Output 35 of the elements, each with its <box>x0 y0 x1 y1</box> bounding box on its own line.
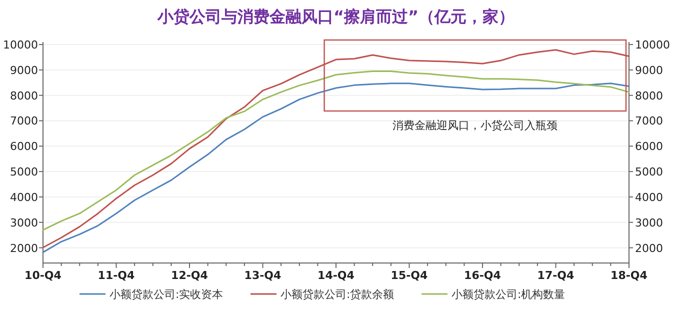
y-tick-label: 9000 <box>10 64 38 77</box>
y-tick-label: 5000 <box>10 166 38 179</box>
y-tick-label: 7000 <box>10 114 38 128</box>
x-tick-label: 16-Q4 <box>464 269 502 282</box>
y2-tick-label: 7000 <box>635 114 663 128</box>
line-series <box>42 82 630 254</box>
y-tick-label: 10000 <box>3 38 38 52</box>
y2-tick-label: 3000 <box>635 216 663 230</box>
x-tick-label: 12-Q4 <box>171 269 208 282</box>
line-series <box>42 70 630 231</box>
y2-tick-label: 10000 <box>635 38 670 52</box>
y-tick-label: 6000 <box>10 140 38 154</box>
y2-tick-label: 6000 <box>635 140 663 154</box>
y2-tick-label: 8000 <box>635 89 663 102</box>
y2-tick-label: 9000 <box>635 64 663 77</box>
legend-label: 小额贷款公司:贷款余额 <box>280 288 394 301</box>
annotation: 消费金融迎风口，小贷公司入瓶颈 <box>392 119 558 132</box>
y2-tick-label: 4000 <box>635 190 663 204</box>
y2-tick-label: 2000 <box>635 242 663 255</box>
x-tick-label: 17-Q4 <box>537 269 575 282</box>
x-tick-label: 18-Q4 <box>610 269 648 282</box>
y-tick-label: 3000 <box>10 216 38 230</box>
x-tick-label: 14-Q4 <box>318 269 355 282</box>
y-tick-label: 8000 <box>10 89 38 102</box>
x-tick-label: 13-Q4 <box>244 269 282 282</box>
y-tick-label: 2000 <box>10 242 38 255</box>
y2-tick-label: 5000 <box>635 166 663 179</box>
y-tick-label: 4000 <box>10 190 38 204</box>
x-tick-label: 15-Q4 <box>390 269 428 282</box>
line-series <box>42 49 630 248</box>
x-tick-label: 10-Q4 <box>24 269 62 282</box>
legend-label: 小额贷款公司:实收资本 <box>110 288 224 301</box>
legend-label: 小额贷款公司:机构数量 <box>452 288 566 301</box>
x-tick-label: 11-Q4 <box>98 269 136 282</box>
chart-title: 小贷公司与消费金融风口“擦肩而过”（亿元，家） <box>156 7 515 26</box>
